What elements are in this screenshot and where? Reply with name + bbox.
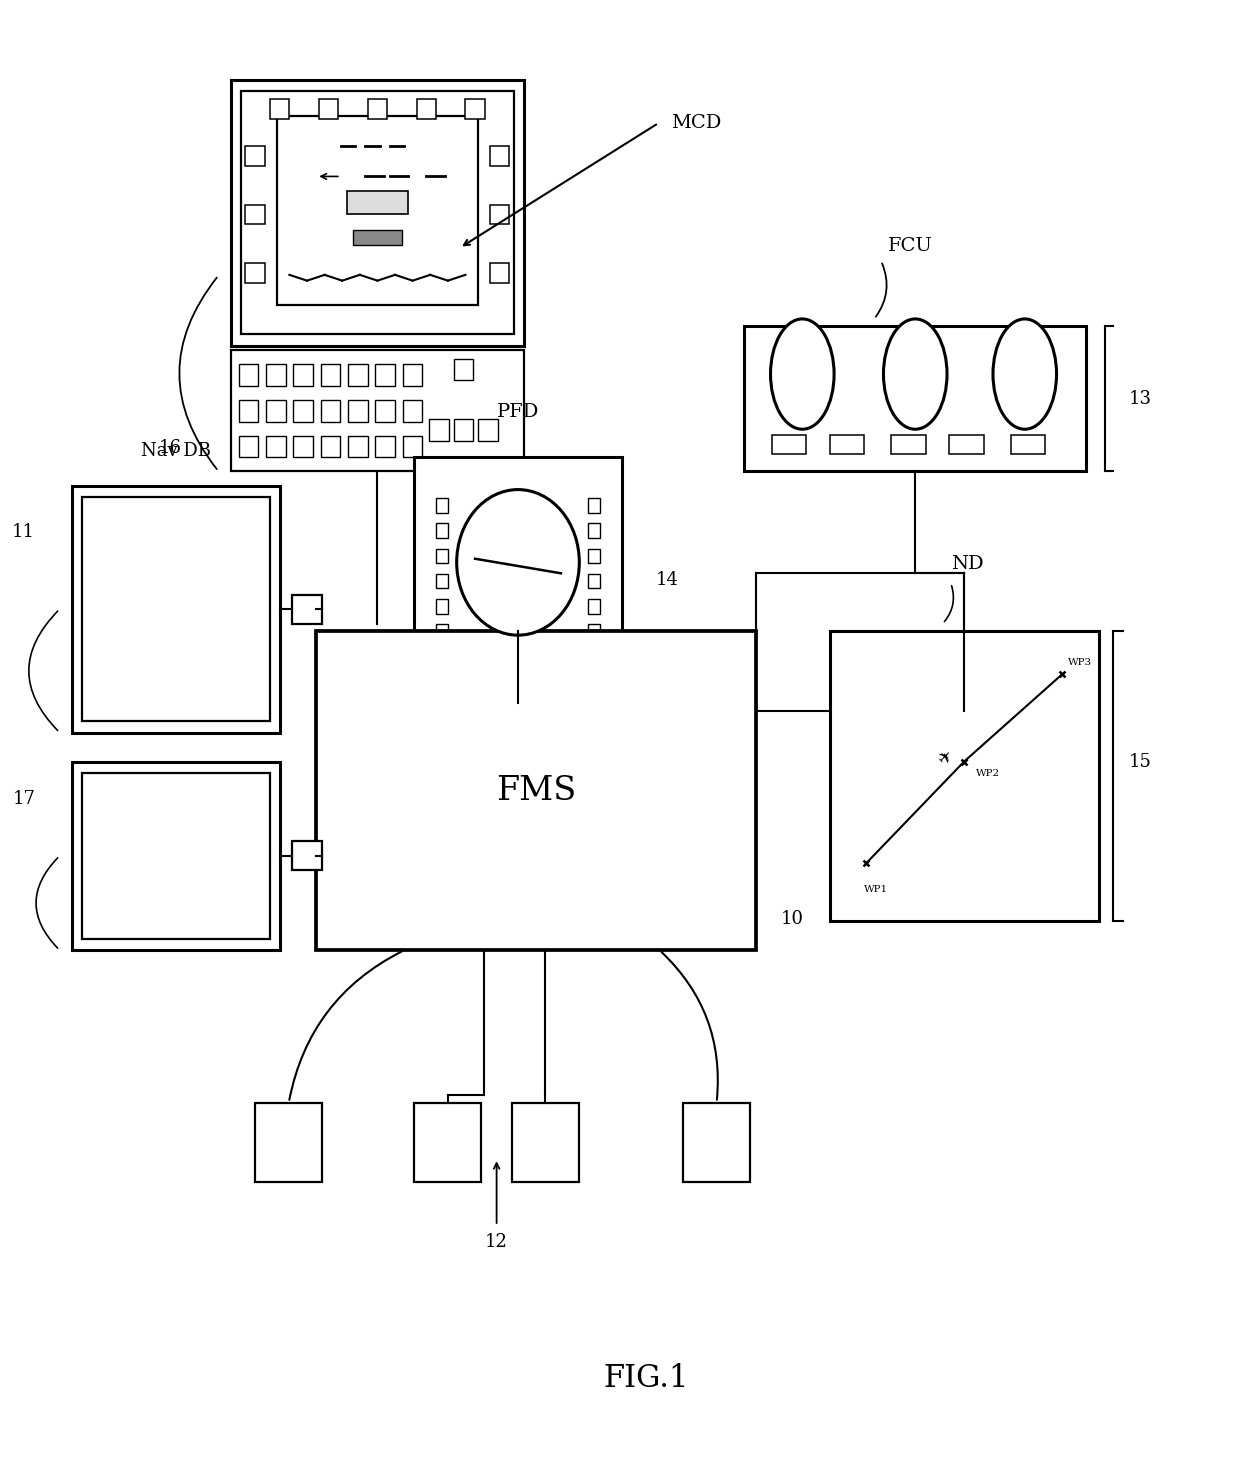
Bar <box>291 595 322 624</box>
Bar <box>436 624 449 639</box>
Text: WP3: WP3 <box>1068 658 1092 667</box>
Bar <box>231 350 525 472</box>
Bar <box>490 146 510 166</box>
Text: 13: 13 <box>1130 390 1152 407</box>
Bar <box>436 574 449 589</box>
Bar <box>588 624 600 639</box>
Bar <box>512 1103 579 1182</box>
Bar <box>429 419 449 441</box>
Bar <box>376 365 396 385</box>
Text: FMS: FMS <box>496 775 577 807</box>
Bar <box>436 548 449 563</box>
Bar <box>241 91 515 334</box>
Text: 14: 14 <box>656 571 680 589</box>
Text: FIG.1: FIG.1 <box>604 1362 689 1393</box>
Bar <box>830 631 1099 921</box>
Bar <box>291 841 322 870</box>
Bar <box>82 498 270 721</box>
Bar <box>588 574 600 589</box>
Text: 16: 16 <box>159 440 182 457</box>
Bar <box>238 365 258 385</box>
Bar <box>265 400 285 422</box>
Bar <box>321 435 340 457</box>
Bar <box>771 435 806 454</box>
Text: 17: 17 <box>12 790 35 807</box>
Bar <box>294 365 312 385</box>
Bar <box>278 116 477 305</box>
Bar <box>72 486 280 732</box>
Text: WP1: WP1 <box>864 885 888 894</box>
Bar <box>82 774 270 939</box>
Bar <box>403 365 423 385</box>
Bar <box>490 264 510 283</box>
Text: WP2: WP2 <box>976 769 1001 778</box>
Bar <box>246 205 265 224</box>
Ellipse shape <box>770 319 835 429</box>
Bar <box>436 650 449 664</box>
Bar <box>238 400 258 422</box>
Bar <box>454 419 474 441</box>
Bar <box>588 498 600 513</box>
Bar <box>348 365 367 385</box>
Text: ND: ND <box>951 555 983 573</box>
Bar <box>238 435 258 457</box>
Bar <box>436 599 449 614</box>
Bar <box>348 435 367 457</box>
Bar <box>892 435 925 454</box>
Bar <box>403 400 423 422</box>
Bar <box>316 631 756 951</box>
Bar <box>588 599 600 614</box>
Bar <box>414 457 622 703</box>
Ellipse shape <box>993 319 1056 429</box>
Bar <box>321 400 340 422</box>
Bar <box>950 435 983 454</box>
Text: Nav DB: Nav DB <box>140 441 211 460</box>
Bar <box>436 523 449 538</box>
Bar <box>454 359 474 381</box>
Text: ✈: ✈ <box>935 746 957 769</box>
Text: 11: 11 <box>12 523 35 541</box>
Bar <box>490 205 510 224</box>
Bar <box>246 146 265 166</box>
Text: 10: 10 <box>781 910 804 929</box>
Text: PFD: PFD <box>497 403 539 420</box>
Bar <box>479 419 497 441</box>
Circle shape <box>456 489 579 636</box>
Text: 15: 15 <box>1130 753 1152 771</box>
Text: MCD: MCD <box>671 114 722 132</box>
Bar <box>246 264 265 283</box>
Bar <box>231 79 525 346</box>
Bar <box>367 100 387 119</box>
Bar <box>414 1103 481 1182</box>
Bar <box>417 100 436 119</box>
Bar <box>294 400 312 422</box>
Bar <box>270 100 289 119</box>
Bar <box>1011 435 1045 454</box>
Bar <box>830 435 864 454</box>
Bar <box>403 435 423 457</box>
Bar <box>72 762 280 951</box>
Bar <box>321 365 340 385</box>
Bar <box>319 100 339 119</box>
Bar <box>683 1103 750 1182</box>
Bar <box>588 650 600 664</box>
Bar <box>255 1103 322 1182</box>
Bar <box>588 523 600 538</box>
Text: FCU: FCU <box>888 237 932 255</box>
Bar <box>465 100 485 119</box>
Bar <box>353 230 402 245</box>
Bar <box>294 435 312 457</box>
Bar <box>420 671 616 697</box>
Text: 12: 12 <box>485 1234 508 1251</box>
Bar <box>348 400 367 422</box>
Bar <box>376 435 396 457</box>
Bar <box>265 435 285 457</box>
Bar <box>588 548 600 563</box>
Bar <box>376 400 396 422</box>
Bar <box>347 190 408 214</box>
Bar <box>744 327 1086 472</box>
Bar <box>265 365 285 385</box>
Ellipse shape <box>883 319 947 429</box>
Bar <box>436 498 449 513</box>
